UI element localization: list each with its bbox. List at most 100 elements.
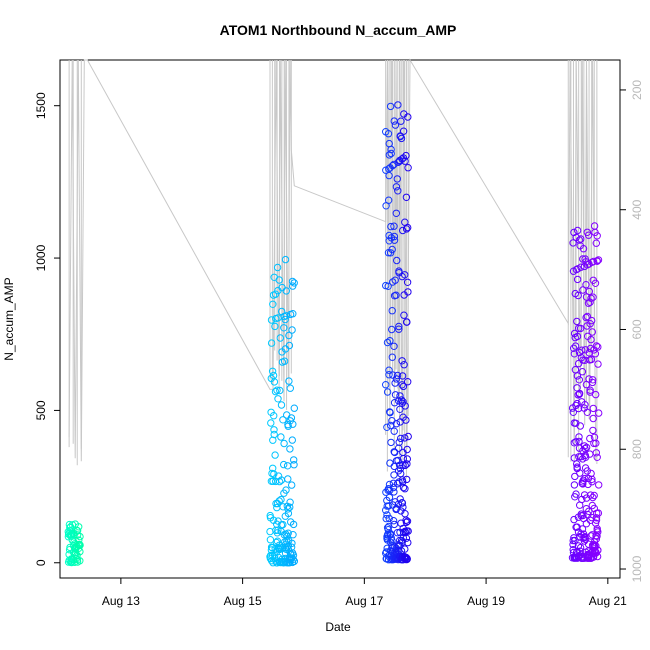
data-point bbox=[383, 388, 392, 396]
y-tick-label: 0 bbox=[34, 559, 48, 566]
data-point bbox=[277, 401, 286, 409]
data-point bbox=[390, 427, 398, 435]
data-point bbox=[393, 480, 402, 488]
data-point bbox=[76, 557, 84, 565]
y-axis: 0 500 1000 1500 bbox=[34, 92, 60, 566]
data-point bbox=[573, 226, 582, 235]
data-point bbox=[401, 434, 409, 442]
data-point bbox=[270, 412, 278, 420]
data-point bbox=[574, 291, 582, 300]
data-point bbox=[404, 378, 412, 386]
data-point bbox=[386, 102, 395, 111]
data-point bbox=[578, 346, 586, 354]
data-point bbox=[573, 399, 581, 408]
data-point bbox=[390, 520, 398, 529]
data-point bbox=[288, 558, 297, 567]
data-point bbox=[585, 287, 593, 296]
data-point bbox=[385, 231, 393, 240]
data-point bbox=[385, 151, 393, 159]
data-point bbox=[390, 236, 399, 244]
data-point bbox=[270, 426, 278, 434]
data-point bbox=[389, 483, 398, 492]
data-point bbox=[267, 419, 275, 427]
data-point bbox=[279, 520, 287, 529]
data-point bbox=[573, 275, 582, 284]
data-point bbox=[588, 475, 596, 483]
data-point bbox=[288, 539, 296, 547]
data-point bbox=[578, 525, 587, 533]
data-point bbox=[574, 404, 583, 413]
data-point bbox=[589, 257, 598, 266]
data-point bbox=[283, 411, 291, 419]
data-point bbox=[290, 557, 298, 565]
data-point bbox=[275, 276, 283, 284]
data-point bbox=[395, 322, 403, 331]
data-point bbox=[286, 445, 294, 453]
data-point bbox=[403, 278, 412, 286]
x-tick-label: Aug 21 bbox=[589, 594, 627, 608]
data-point bbox=[394, 456, 402, 465]
y-right-tick-label: 800 bbox=[630, 439, 644, 459]
data-point bbox=[383, 423, 391, 431]
data-point bbox=[385, 493, 394, 502]
data-point bbox=[401, 271, 409, 279]
data-point bbox=[269, 300, 277, 308]
data-point bbox=[582, 313, 590, 322]
data-point bbox=[569, 408, 577, 416]
data-point bbox=[271, 387, 280, 396]
data-point bbox=[385, 371, 393, 379]
data-point bbox=[593, 257, 601, 265]
data-point bbox=[573, 372, 582, 380]
data-point bbox=[388, 161, 397, 170]
data-point bbox=[274, 395, 282, 403]
data-point bbox=[276, 334, 284, 342]
data-point bbox=[403, 475, 411, 484]
data-point bbox=[401, 157, 409, 165]
data-point bbox=[275, 477, 284, 486]
data-point bbox=[400, 311, 408, 319]
data-point bbox=[586, 344, 595, 353]
data-point bbox=[589, 493, 597, 502]
data-point bbox=[575, 390, 584, 398]
data-point bbox=[595, 481, 603, 489]
data-point bbox=[574, 542, 583, 550]
data-point bbox=[581, 451, 589, 460]
data-point bbox=[588, 316, 596, 325]
data-point bbox=[578, 368, 587, 376]
data-point bbox=[285, 377, 293, 385]
data-point bbox=[284, 505, 292, 513]
data-point bbox=[271, 322, 279, 331]
data-point bbox=[399, 398, 407, 406]
x-tick-label: Aug 13 bbox=[102, 594, 140, 608]
data-point bbox=[582, 281, 590, 289]
data-point bbox=[282, 287, 290, 295]
data-point bbox=[71, 540, 79, 548]
data-point bbox=[280, 357, 289, 365]
data-point bbox=[398, 357, 406, 365]
x-axis: Aug 13 Aug 15 Aug 17 Aug 19 Aug 21 bbox=[102, 578, 627, 608]
data-point bbox=[404, 538, 412, 547]
data-point bbox=[397, 134, 406, 143]
data-point bbox=[288, 326, 296, 334]
data-point bbox=[580, 442, 589, 450]
data-point bbox=[271, 451, 279, 459]
data-point bbox=[390, 222, 398, 230]
data-point bbox=[387, 222, 395, 231]
data-point bbox=[399, 483, 408, 492]
data-point bbox=[402, 416, 410, 424]
data-point bbox=[402, 193, 411, 202]
data-point bbox=[273, 263, 282, 272]
data-point bbox=[388, 536, 396, 545]
data-point bbox=[385, 366, 393, 374]
data-point bbox=[575, 236, 584, 244]
data-point bbox=[398, 476, 406, 484]
data-point bbox=[390, 399, 399, 407]
data-point bbox=[290, 279, 298, 287]
data-point bbox=[267, 339, 276, 347]
y-tick-label: 1000 bbox=[34, 244, 48, 271]
data-point bbox=[75, 536, 83, 544]
y-right-tick-label: 200 bbox=[630, 80, 644, 100]
data-point bbox=[391, 276, 399, 284]
data-point bbox=[396, 392, 404, 400]
